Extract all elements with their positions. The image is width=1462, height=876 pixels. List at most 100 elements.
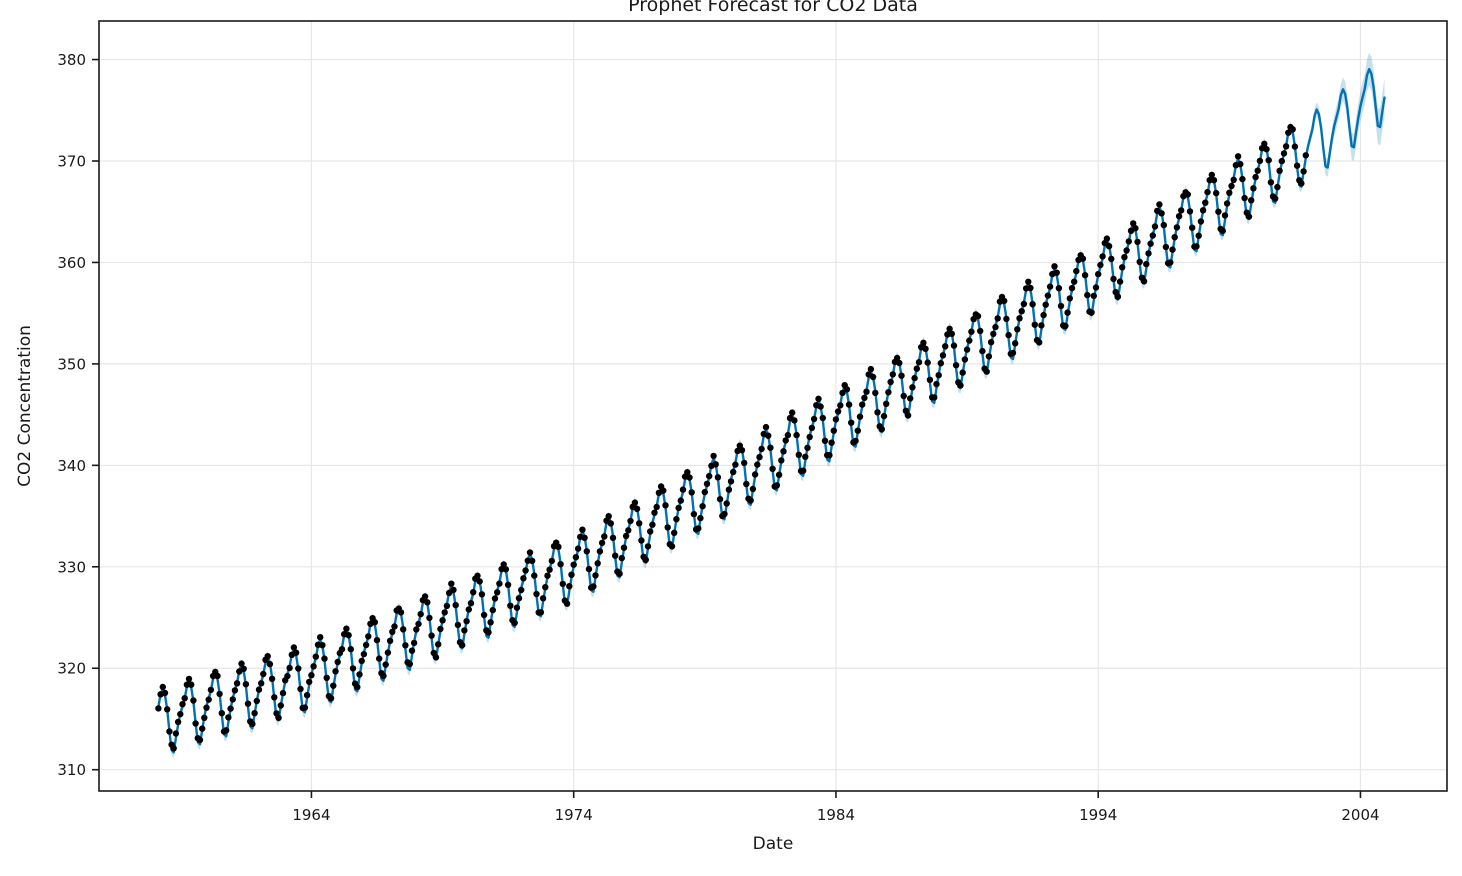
observed-point xyxy=(802,453,809,460)
observed-point xyxy=(502,566,510,573)
observed-points xyxy=(155,123,1310,752)
observed-point xyxy=(312,653,319,660)
observed-point xyxy=(741,459,748,467)
observed-point xyxy=(756,453,763,461)
observed-point xyxy=(306,678,313,686)
observed-point xyxy=(937,360,944,367)
observed-point xyxy=(959,369,966,376)
y-tick-label: 370 xyxy=(57,153,86,171)
observed-point xyxy=(607,520,614,527)
observed-point xyxy=(242,681,250,688)
observed-point xyxy=(218,710,225,717)
observed-point xyxy=(933,380,940,388)
observed-point xyxy=(762,423,770,431)
observed-point xyxy=(382,661,389,668)
observed-point xyxy=(1208,171,1216,179)
observed-point xyxy=(926,376,934,383)
observed-point xyxy=(909,384,916,391)
observed-point xyxy=(1132,225,1139,232)
observed-point xyxy=(1298,180,1305,187)
observed-point xyxy=(609,534,617,541)
observed-point xyxy=(1197,218,1205,225)
observed-point xyxy=(828,439,835,446)
y-axis-label: CO2 Concentration xyxy=(15,325,35,487)
observed-point xyxy=(334,658,341,666)
observed-point xyxy=(723,500,730,507)
observed-point xyxy=(924,359,931,366)
observed-point xyxy=(448,580,455,587)
observed-point xyxy=(1239,175,1246,183)
observed-point xyxy=(791,417,798,424)
observed-point xyxy=(1036,339,1043,346)
observed-point xyxy=(653,503,660,511)
observed-point xyxy=(428,632,435,639)
observed-point xyxy=(616,570,623,577)
observed-point xyxy=(977,327,984,335)
observed-point xyxy=(155,705,162,712)
observed-point xyxy=(1029,301,1036,308)
observed-point xyxy=(454,621,462,629)
observed-point xyxy=(942,343,949,350)
observed-point xyxy=(1051,263,1058,270)
observed-point xyxy=(618,554,625,562)
x-tick-label: 1994 xyxy=(1079,806,1117,824)
observed-point xyxy=(1285,129,1292,136)
observed-point xyxy=(690,510,698,518)
observed-point xyxy=(935,372,942,379)
observed-point xyxy=(349,665,357,672)
observed-point xyxy=(1040,311,1047,319)
observed-point xyxy=(660,487,667,494)
observed-point xyxy=(199,725,206,732)
observed-point xyxy=(594,560,601,567)
observed-point xyxy=(1121,254,1128,261)
observed-point xyxy=(563,600,571,607)
observed-point xyxy=(1055,285,1063,292)
observed-point xyxy=(201,714,208,721)
observed-point xyxy=(1300,168,1307,175)
observed-point xyxy=(1149,232,1157,239)
observed-point xyxy=(544,572,551,579)
observed-point xyxy=(244,700,252,707)
observed-point xyxy=(1009,349,1017,357)
observed-point xyxy=(985,353,993,360)
observed-point xyxy=(284,672,291,680)
observed-point xyxy=(240,665,247,672)
y-tick-label: 380 xyxy=(57,51,86,69)
observed-point xyxy=(815,395,822,402)
observed-point xyxy=(196,736,204,744)
observed-point xyxy=(1189,224,1196,231)
observed-point xyxy=(1038,322,1045,329)
observed-point xyxy=(1265,157,1272,164)
observed-point xyxy=(806,433,813,441)
observed-point xyxy=(376,655,383,662)
observed-point xyxy=(601,533,608,540)
observed-point xyxy=(321,655,328,662)
observed-point xyxy=(782,437,789,444)
observed-point xyxy=(679,486,687,493)
observed-point xyxy=(1267,179,1275,186)
observed-point xyxy=(365,633,372,640)
observed-point xyxy=(1250,185,1257,192)
observed-point xyxy=(730,468,737,476)
observed-point xyxy=(231,687,239,694)
observed-point xyxy=(1018,308,1025,315)
observed-point xyxy=(675,504,682,512)
observed-point xyxy=(192,720,199,727)
observed-point xyxy=(714,474,722,481)
observed-point xyxy=(859,401,866,408)
observed-point xyxy=(522,567,529,574)
observed-point xyxy=(172,730,180,737)
observed-point xyxy=(1151,223,1159,230)
observed-point xyxy=(1293,162,1301,169)
observed-point xyxy=(277,702,284,709)
observed-point xyxy=(612,552,619,559)
observed-point xyxy=(452,601,459,609)
observed-point xyxy=(677,497,684,504)
observed-point xyxy=(706,472,713,480)
observed-point xyxy=(360,650,368,658)
observed-point xyxy=(1044,292,1052,299)
observed-point xyxy=(1237,160,1244,168)
observed-point xyxy=(817,403,824,410)
observed-point xyxy=(710,452,717,460)
